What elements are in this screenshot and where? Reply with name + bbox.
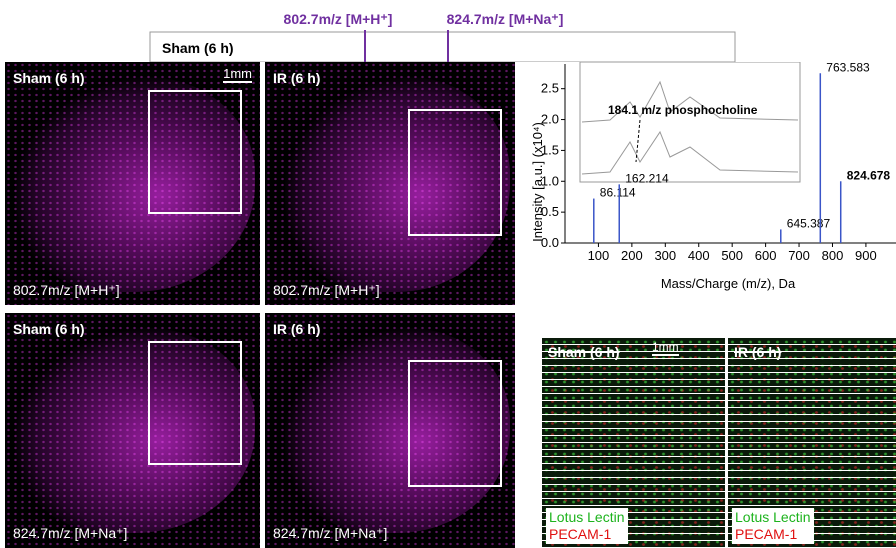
legend-entry: Lotus Lectin xyxy=(549,509,625,525)
legend: Lotus Lectin PECAM-1 xyxy=(546,508,628,544)
panel-title: Sham (6 h) xyxy=(13,321,85,337)
annotation-arrow xyxy=(635,119,641,163)
panel-title: IR (6 h) xyxy=(273,70,321,86)
x-axis-label: Mass/Charge (m/z), Da xyxy=(661,276,796,291)
mz-label: 802.7m/z [M+H⁺] xyxy=(284,11,393,27)
msi-panel: IR (6 h) 802.7m/z [M+H⁺] xyxy=(265,62,515,305)
roi-box xyxy=(148,341,242,465)
y-tick-label: 1.0 xyxy=(541,173,559,188)
y-tick-label: 2.5 xyxy=(541,81,559,96)
x-tick-label: 700 xyxy=(788,248,810,263)
x-tick-label: 100 xyxy=(588,248,610,263)
panel-title: Sham (6 h) xyxy=(548,344,620,360)
texture xyxy=(5,62,260,305)
peak-label: 763.583 xyxy=(826,62,870,74)
panel-title: IR (6 h) xyxy=(734,344,782,360)
y-tick-label: 1.5 xyxy=(541,142,559,157)
roi-box xyxy=(148,90,242,214)
inset-trace xyxy=(581,80,799,123)
tissue xyxy=(285,77,510,292)
x-tick-label: 200 xyxy=(621,248,643,263)
y-axis-label: Intensity [a.u.] (x10⁴) xyxy=(530,122,545,242)
fluorescence-panel: IR (6 h) Lotus Lectin PECAM-1 xyxy=(728,338,896,548)
inset-spectrum xyxy=(579,62,801,183)
panel-title: IR (6 h) xyxy=(273,321,321,337)
legend-entry: PECAM-1 xyxy=(735,526,798,542)
tissue xyxy=(15,328,255,533)
texture xyxy=(265,313,515,548)
texture xyxy=(5,313,260,548)
x-tick-label: 900 xyxy=(855,248,877,263)
roi-box xyxy=(408,360,502,487)
legend: Lotus Lectin PECAM-1 xyxy=(732,508,814,544)
texture xyxy=(265,62,515,305)
scale-bar: 1mm xyxy=(223,66,252,83)
annotation: 184.1 m/z phosphocholine xyxy=(608,103,758,117)
peak-label: 86.114 xyxy=(600,186,636,200)
panel-caption: 824.7m/z [M+Na⁺] xyxy=(13,525,128,541)
panel-title: Sham (6 h) xyxy=(13,70,85,86)
peak-label: 645.387 xyxy=(787,216,831,230)
legend-entry: PECAM-1 xyxy=(549,526,612,542)
scale-bar: 1mm xyxy=(652,340,679,356)
peak-label: 162.214 xyxy=(625,171,669,185)
y-tick-label: 2.0 xyxy=(541,112,559,127)
inset-trace xyxy=(581,130,799,175)
inset-title: Sham (6 h) xyxy=(162,40,234,56)
panel-caption: 802.7m/z [M+H⁺] xyxy=(273,282,380,298)
mz-label: 824.7m/z [M+Na⁺] xyxy=(447,11,564,27)
x-tick-label: 500 xyxy=(721,248,743,263)
tissue xyxy=(15,77,255,292)
y-tick-label: 0.0 xyxy=(541,235,559,250)
panel-caption: 802.7m/z [M+H⁺] xyxy=(13,282,120,298)
inset-frame xyxy=(149,31,736,62)
tissue xyxy=(285,328,510,533)
peak-label: 824.678 xyxy=(847,168,891,182)
legend-entry: Lotus Lectin xyxy=(735,509,811,525)
fluorescence-panel: Sham (6 h) 1mm Lotus Lectin PECAM-1 xyxy=(542,338,725,548)
msi-panel: IR (6 h) 824.7m/z [M+Na⁺] xyxy=(265,313,515,548)
spectrum-chart: 184.1 m/z phosphocholine Intensity [a.u.… xyxy=(530,62,896,291)
y-tick-label: 0.5 xyxy=(541,204,559,219)
msi-panel: Sham (6 h) 824.7m/z [M+Na⁺] xyxy=(5,313,260,548)
roi-box xyxy=(408,109,502,236)
panel-caption: 824.7m/z [M+Na⁺] xyxy=(273,525,388,541)
x-tick-label: 400 xyxy=(688,248,710,263)
x-tick-label: 600 xyxy=(755,248,777,263)
x-tick-label: 300 xyxy=(654,248,676,263)
x-tick-label: 800 xyxy=(822,248,844,263)
msi-panel: Sham (6 h) 1mm 802.7m/z [M+H⁺] xyxy=(5,62,260,305)
top-strip: 802.7m/z [M+H⁺] 824.7m/z [M+Na⁺] Sham (6… xyxy=(149,11,736,62)
